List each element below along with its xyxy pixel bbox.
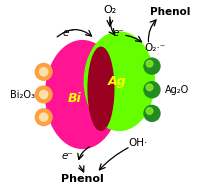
Circle shape <box>35 108 53 126</box>
Circle shape <box>40 68 48 76</box>
Text: OH·: OH· <box>128 138 148 148</box>
Text: Bi₂O₃: Bi₂O₃ <box>10 90 35 99</box>
Circle shape <box>143 105 161 122</box>
Circle shape <box>146 60 153 67</box>
Circle shape <box>35 63 53 81</box>
Text: Bi: Bi <box>68 92 82 105</box>
Text: e⁻: e⁻ <box>61 151 73 161</box>
Circle shape <box>143 81 161 98</box>
Circle shape <box>143 57 161 75</box>
Ellipse shape <box>88 47 114 130</box>
Text: O₂·⁻: O₂·⁻ <box>145 43 166 53</box>
Circle shape <box>40 90 48 99</box>
Text: Phenol: Phenol <box>150 7 190 17</box>
Text: e⁻: e⁻ <box>112 28 124 38</box>
Text: Ag₂O: Ag₂O <box>165 85 189 95</box>
Circle shape <box>146 108 153 114</box>
Circle shape <box>40 113 48 121</box>
Text: e⁻: e⁻ <box>62 28 74 38</box>
Text: Phenol: Phenol <box>61 174 104 184</box>
Ellipse shape <box>84 32 154 130</box>
Ellipse shape <box>46 41 119 148</box>
Circle shape <box>35 85 53 104</box>
Circle shape <box>146 84 153 91</box>
Text: Ag: Ag <box>108 75 127 88</box>
Text: O₂: O₂ <box>103 5 116 15</box>
